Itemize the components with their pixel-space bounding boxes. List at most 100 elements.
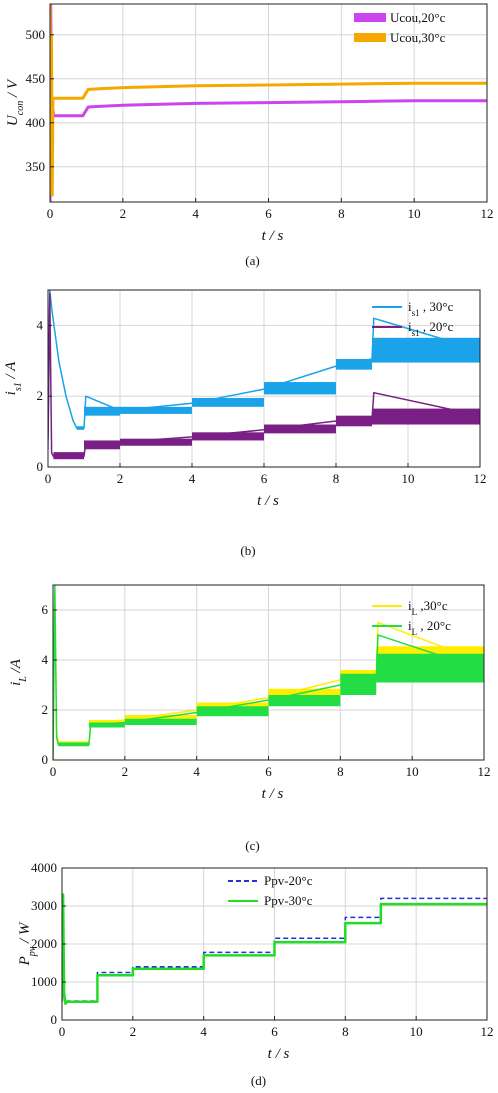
ripple-band	[192, 432, 264, 441]
x-tick-label: 12	[478, 764, 491, 779]
y-axis-label: Ucon / V	[5, 78, 26, 126]
x-tick-label: 2	[117, 471, 124, 486]
legend-label: Ppv-20°c	[264, 873, 313, 888]
chart-panel-4: 0 2 4 6 8 10 12 0 1000 2000 3000 4000 t / s Ppv / W (d…	[17, 860, 494, 1088]
y-tick-label: 4000	[31, 860, 57, 875]
plot-area	[50, 4, 487, 202]
legend-label: iL ,30°c	[408, 598, 448, 617]
series-line-2	[53, 585, 484, 760]
x-tick-label: 12	[481, 1024, 494, 1039]
x-tick-label: 6	[261, 471, 268, 486]
panel-caption: (a)	[245, 253, 259, 268]
y-tick-label: 0	[51, 1012, 58, 1027]
x-tick-label: 8	[342, 1024, 349, 1039]
ripple-band	[120, 438, 192, 446]
x-tick-label: 4	[200, 1024, 207, 1039]
x-tick-label: 12	[481, 206, 494, 221]
ripple-band	[192, 397, 264, 407]
x-tick-label: 4	[192, 206, 199, 221]
x-tick-label: 8	[337, 764, 344, 779]
ripple-band	[372, 337, 480, 363]
chart-panel-1: 0 2 4 6 8 10 12 350 400 450 500 t / s Ucon / V (a) Uco…	[5, 3, 494, 268]
x-axis-label: t / s	[262, 228, 284, 244]
ripple-band	[120, 406, 192, 414]
x-tick-label: 0	[50, 764, 57, 779]
ripple-band	[336, 359, 372, 370]
y-tick-label: 0	[42, 752, 49, 767]
legend-label: Ucou,30°c	[390, 30, 446, 45]
legend-label: iL , 20°c	[408, 618, 451, 637]
x-axis-label: t / s	[268, 1046, 290, 1062]
y-tick-label: 4	[42, 652, 49, 667]
series-line-1	[48, 290, 480, 450]
legend: iL ,30°ciL , 20°c	[372, 598, 451, 637]
chart-panel-2: 0 2 4 6 8 10 12 0 2 4 t / s is1 / A (b) is1 , 30°cis1…	[3, 289, 487, 558]
y-tick-label: 4	[37, 317, 44, 332]
legend-swatch	[354, 13, 386, 22]
y-axis-label: Ppv / W	[17, 921, 38, 966]
x-tick-label: 2	[130, 1024, 137, 1039]
x-tick-label: 0	[45, 471, 52, 486]
ripple-band	[336, 415, 372, 427]
series-line-2	[48, 292, 480, 458]
ripple-band	[84, 406, 120, 416]
ripple-band	[376, 653, 484, 683]
x-tick-label: 4	[193, 764, 200, 779]
x-tick-label: 6	[265, 764, 272, 779]
legend-label: Ucou,20°c	[390, 10, 446, 25]
y-tick-label: 3000	[31, 898, 57, 913]
y-tick-label: 2	[42, 702, 49, 717]
x-axis-label: t / s	[257, 493, 279, 509]
y-axis-label: is1 / A	[3, 361, 24, 395]
legend-label: is1 , 30°c	[408, 299, 454, 318]
x-tick-label: 10	[406, 764, 419, 779]
ripple-band	[88, 722, 125, 728]
x-tick-label: 10	[402, 471, 415, 486]
y-tick-label: 500	[26, 27, 46, 42]
x-tick-label: 10	[408, 206, 421, 221]
plot-area	[53, 585, 484, 760]
x-tick-label: 2	[122, 764, 129, 779]
ripple-band	[268, 695, 341, 707]
legend: Ucou,20°c Ucou,30°c	[354, 10, 446, 45]
x-tick-label: 2	[120, 206, 127, 221]
x-tick-label: 12	[474, 471, 487, 486]
x-axis-label: t / s	[262, 786, 284, 802]
ripple-band	[124, 718, 197, 725]
series-line-2	[62, 893, 487, 1005]
x-tick-label: 6	[271, 1024, 278, 1039]
y-tick-label: 6	[42, 602, 49, 617]
panel-caption: (b)	[240, 543, 255, 558]
panel-caption: (c)	[245, 838, 259, 853]
ripple-band	[264, 424, 336, 434]
x-tick-label: 8	[333, 471, 340, 486]
chart-panel-3: 0 2 4 6 8 10 12 0 2 4 6 t / s iL /A (c) iL ,30°ciL , 2…	[8, 584, 491, 853]
x-tick-label: 4	[189, 471, 196, 486]
ripple-band	[372, 408, 480, 425]
y-tick-label: 0	[37, 459, 44, 474]
y-tick-label: 2000	[31, 936, 57, 951]
plot-area	[48, 290, 480, 460]
y-tick-label: 350	[26, 159, 46, 174]
legend-swatch	[354, 33, 386, 42]
y-tick-label: 2	[37, 388, 44, 403]
legend-label: is1 , 20°c	[408, 319, 454, 338]
x-tick-label: 0	[47, 206, 54, 221]
legend: Ppv-20°c Ppv-30°c	[228, 873, 313, 908]
y-tick-label: 400	[26, 115, 46, 130]
plot-area	[62, 893, 487, 1005]
panel-caption: (d)	[251, 1073, 266, 1088]
series-line-2	[50, 4, 487, 197]
x-tick-label: 10	[410, 1024, 423, 1039]
ripple-band	[84, 440, 120, 450]
ripple-band	[196, 706, 269, 717]
x-tick-label: 8	[338, 206, 345, 221]
x-tick-label: 0	[59, 1024, 66, 1039]
x-tick-label: 6	[265, 206, 272, 221]
y-tick-label: 450	[26, 71, 46, 86]
y-axis-label: iL /A	[8, 658, 29, 686]
legend-label: Ppv-30°c	[264, 893, 313, 908]
ripple-band	[264, 382, 336, 395]
